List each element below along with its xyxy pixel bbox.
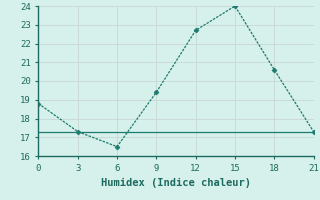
X-axis label: Humidex (Indice chaleur): Humidex (Indice chaleur) xyxy=(101,178,251,188)
